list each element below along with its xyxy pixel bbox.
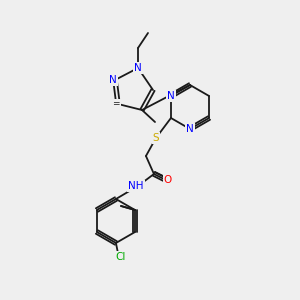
Text: NH: NH [128,181,144,191]
Text: =: = [112,100,120,109]
Text: Cl: Cl [116,252,126,262]
Text: N: N [167,91,175,101]
Text: O: O [164,175,172,185]
Text: S: S [153,133,159,143]
Text: N: N [134,63,142,73]
Text: N: N [186,124,194,134]
Text: N: N [109,75,117,85]
